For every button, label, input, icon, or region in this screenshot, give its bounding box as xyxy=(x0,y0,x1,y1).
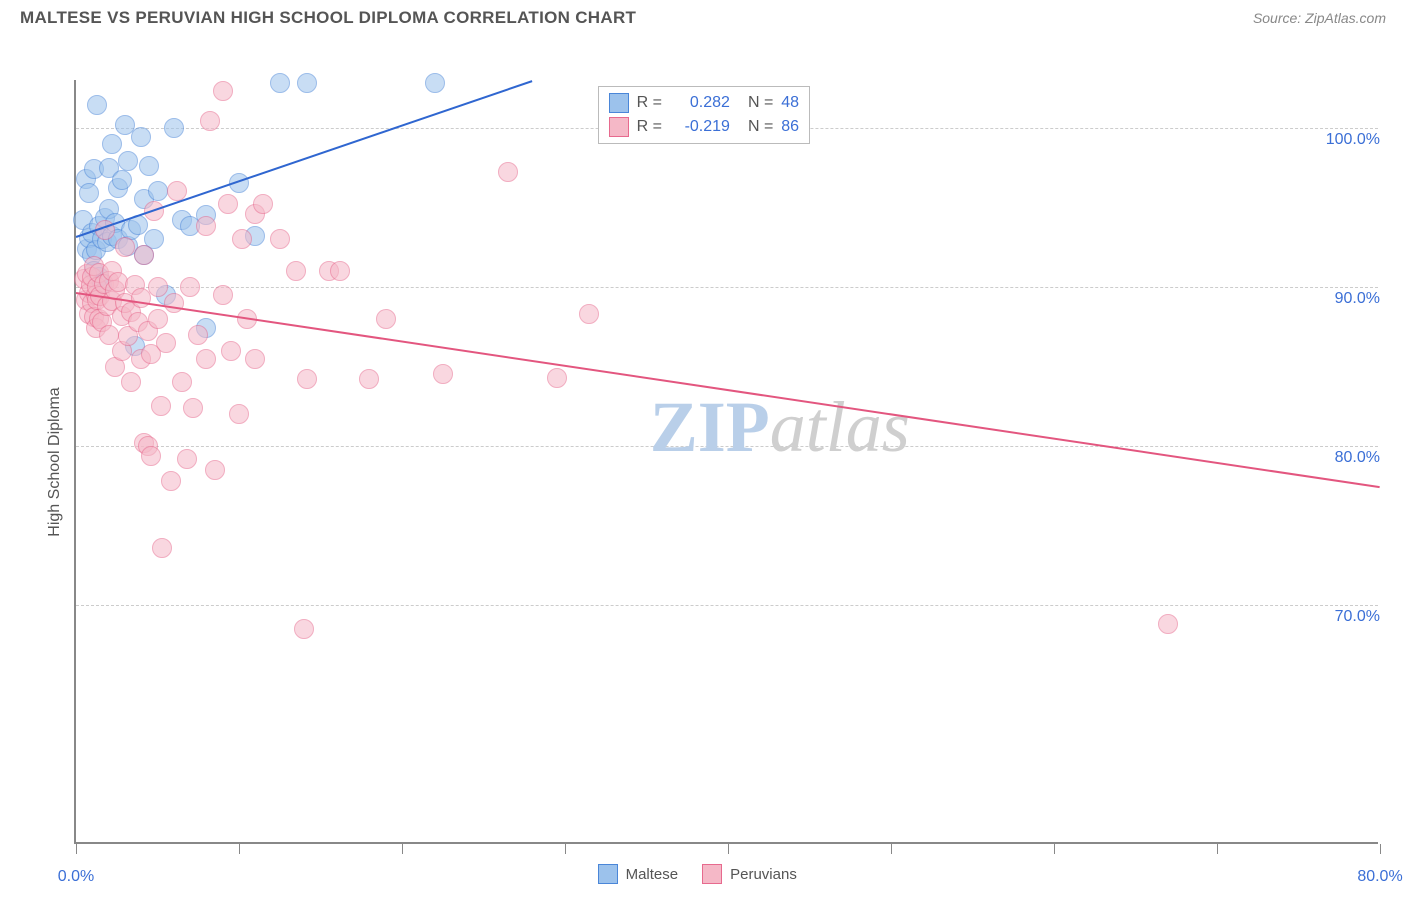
data-point xyxy=(330,261,350,281)
data-point xyxy=(177,449,197,469)
legend-swatch xyxy=(598,864,618,884)
stats-row: R = 0.282 N = 48 xyxy=(609,91,799,115)
data-point xyxy=(121,372,141,392)
x-tick-label: 80.0% xyxy=(1357,868,1402,886)
data-point xyxy=(297,369,317,389)
data-point xyxy=(1158,614,1178,634)
data-point xyxy=(161,471,181,491)
data-point xyxy=(213,81,233,101)
stat-n-value: 86 xyxy=(781,118,799,136)
y-tick-label: 100.0% xyxy=(1310,131,1380,149)
data-point xyxy=(213,285,233,305)
data-point xyxy=(253,194,273,214)
plot-area: 70.0%80.0%90.0%100.0%0.0%80.0%ZIPatlasR … xyxy=(74,80,1378,844)
stat-n-label: N = xyxy=(748,118,773,136)
data-point xyxy=(229,404,249,424)
stat-r-label: R = xyxy=(637,94,662,112)
x-tick-mark xyxy=(728,844,729,854)
data-point xyxy=(218,194,238,214)
x-tick-mark xyxy=(1054,844,1055,854)
data-point xyxy=(164,293,184,313)
legend-label: Maltese xyxy=(626,866,679,883)
data-point xyxy=(196,216,216,236)
legend-item: Maltese xyxy=(598,864,679,884)
stat-n-label: N = xyxy=(748,94,773,112)
data-point xyxy=(87,95,107,115)
x-tick-label: 0.0% xyxy=(58,868,94,886)
stats-row: R = -0.219 N = 86 xyxy=(609,115,799,139)
data-point xyxy=(245,349,265,369)
data-point xyxy=(433,364,453,384)
data-point xyxy=(141,446,161,466)
x-tick-mark xyxy=(402,844,403,854)
data-point xyxy=(297,73,317,93)
x-tick-mark xyxy=(76,844,77,854)
data-point xyxy=(547,368,567,388)
stat-n-value: 48 xyxy=(781,94,799,112)
data-point xyxy=(270,73,290,93)
y-axis-label: High School Diploma xyxy=(46,387,64,536)
data-point xyxy=(376,309,396,329)
data-point xyxy=(232,229,252,249)
y-tick-label: 90.0% xyxy=(1310,290,1380,308)
x-tick-mark xyxy=(1217,844,1218,854)
chart-title: MALTESE VS PERUVIAN HIGH SCHOOL DIPLOMA … xyxy=(20,8,636,28)
data-point xyxy=(156,333,176,353)
data-point xyxy=(498,162,518,182)
trend-line xyxy=(76,292,1380,488)
data-point xyxy=(188,325,208,345)
x-tick-mark xyxy=(1380,844,1381,854)
data-point xyxy=(205,460,225,480)
data-point xyxy=(148,277,168,297)
gridline xyxy=(76,446,1378,447)
data-point xyxy=(148,181,168,201)
legend-swatch xyxy=(702,864,722,884)
data-point xyxy=(134,245,154,265)
data-point xyxy=(200,111,220,131)
x-tick-mark xyxy=(239,844,240,854)
data-point xyxy=(270,229,290,249)
data-point xyxy=(152,538,172,558)
legend: Maltese Peruvians xyxy=(598,864,797,884)
data-point xyxy=(118,151,138,171)
data-point xyxy=(112,170,132,190)
data-point xyxy=(294,619,314,639)
stat-r-label: R = xyxy=(637,118,662,136)
data-point xyxy=(139,156,159,176)
chart-container: 70.0%80.0%90.0%100.0%0.0%80.0%ZIPatlasR … xyxy=(20,34,1378,904)
data-point xyxy=(359,369,379,389)
legend-item: Peruvians xyxy=(702,864,797,884)
y-tick-label: 70.0% xyxy=(1310,608,1380,626)
data-point xyxy=(115,237,135,257)
data-point xyxy=(196,349,216,369)
data-point xyxy=(151,396,171,416)
legend-swatch xyxy=(609,93,629,113)
data-point xyxy=(79,183,99,203)
chart-source: Source: ZipAtlas.com xyxy=(1253,10,1386,26)
data-point xyxy=(221,341,241,361)
x-tick-mark xyxy=(891,844,892,854)
data-point xyxy=(183,398,203,418)
data-point xyxy=(131,127,151,147)
stats-box: R = 0.282 N = 48 R = -0.219 N = 86 xyxy=(598,86,810,144)
stat-r-value: 0.282 xyxy=(670,94,730,112)
data-point xyxy=(164,118,184,138)
data-point xyxy=(102,134,122,154)
x-tick-mark xyxy=(565,844,566,854)
y-tick-label: 80.0% xyxy=(1310,449,1380,467)
data-point xyxy=(425,73,445,93)
stat-r-value: -0.219 xyxy=(670,118,730,136)
data-point xyxy=(180,277,200,297)
data-point xyxy=(148,309,168,329)
legend-swatch xyxy=(609,117,629,137)
chart-header: MALTESE VS PERUVIAN HIGH SCHOOL DIPLOMA … xyxy=(0,0,1406,34)
data-point xyxy=(286,261,306,281)
gridline xyxy=(76,605,1378,606)
legend-label: Peruvians xyxy=(730,866,797,883)
data-point xyxy=(579,304,599,324)
gridline xyxy=(76,287,1378,288)
data-point xyxy=(172,372,192,392)
